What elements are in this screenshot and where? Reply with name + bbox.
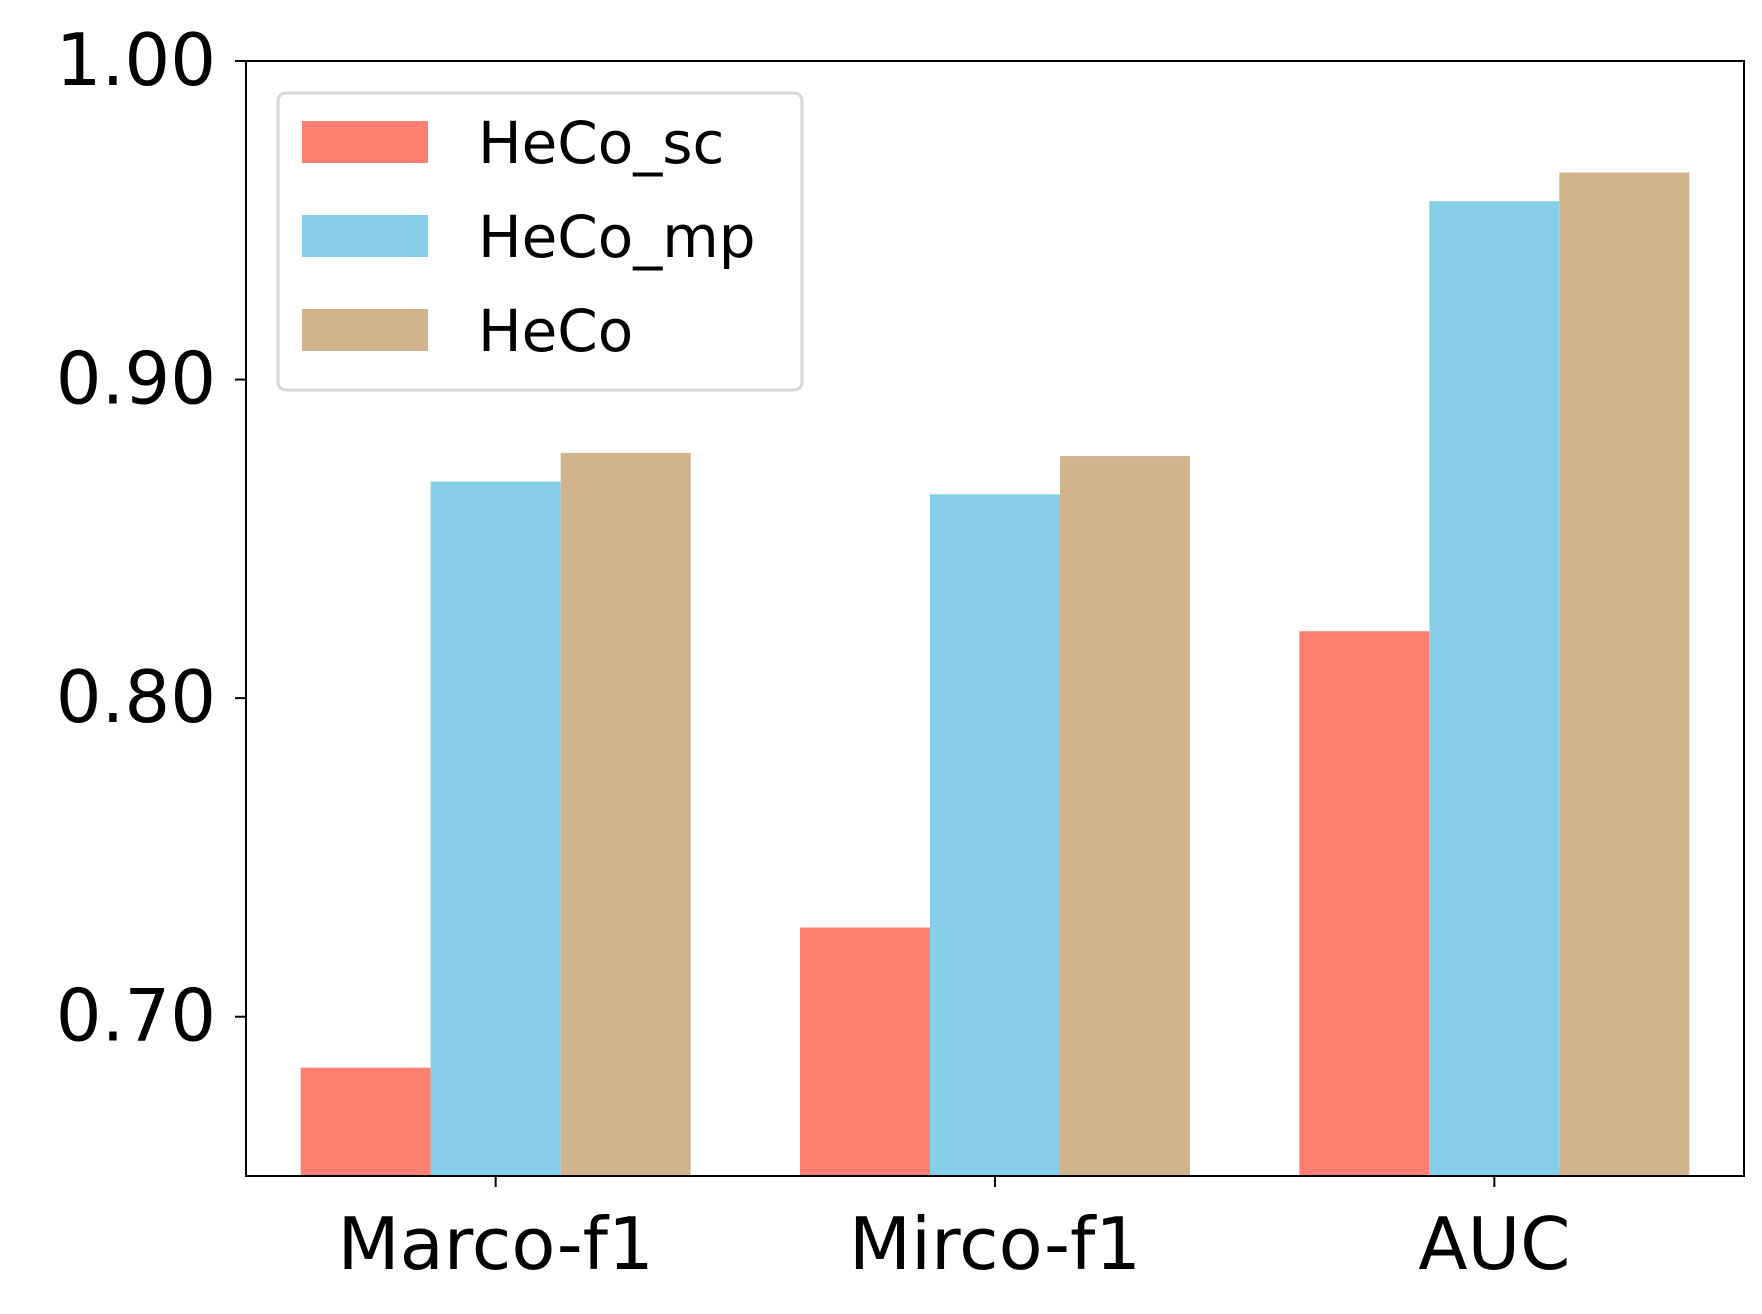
y-axis: 0.70 0.80 0.90 1.00 [56,18,246,1058]
legend-swatch [302,215,428,257]
x-tick-label: Mirco-f1 [849,1202,1141,1286]
legend-swatch [302,121,428,163]
bar-heco-mp-marco-f1 [430,481,561,1176]
x-tick-label: AUC [1418,1202,1570,1286]
bar-heco-sc-marco-f1 [300,1067,431,1176]
x-axis: Marco-f1 Mirco-f1 AUC [337,1176,1570,1286]
bar-heco-marco-f1 [560,452,691,1176]
bar-heco-sc-mirco-f1 [800,927,930,1176]
bar-heco-auc [1559,172,1690,1176]
bar-heco-mp-auc [1429,201,1560,1176]
x-tick-label: Marco-f1 [337,1202,653,1286]
legend-swatch [302,309,428,351]
y-tick-label: 0.70 [56,974,216,1058]
bar-heco-mirco-f1 [1060,456,1190,1176]
y-tick-label: 1.00 [56,18,216,102]
legend-label: HeCo_sc [478,109,724,177]
legend: HeCo_sc HeCo_mp HeCo [276,91,804,392]
y-tick-label: 0.90 [56,337,216,421]
legend-label: HeCo [478,297,633,365]
bar-heco-mp-mirco-f1 [930,494,1060,1176]
legend-label: HeCo_mp [478,203,756,271]
bars-layer [300,172,1690,1176]
bar-heco-sc-auc [1299,631,1430,1176]
y-tick-label: 0.80 [56,655,216,739]
